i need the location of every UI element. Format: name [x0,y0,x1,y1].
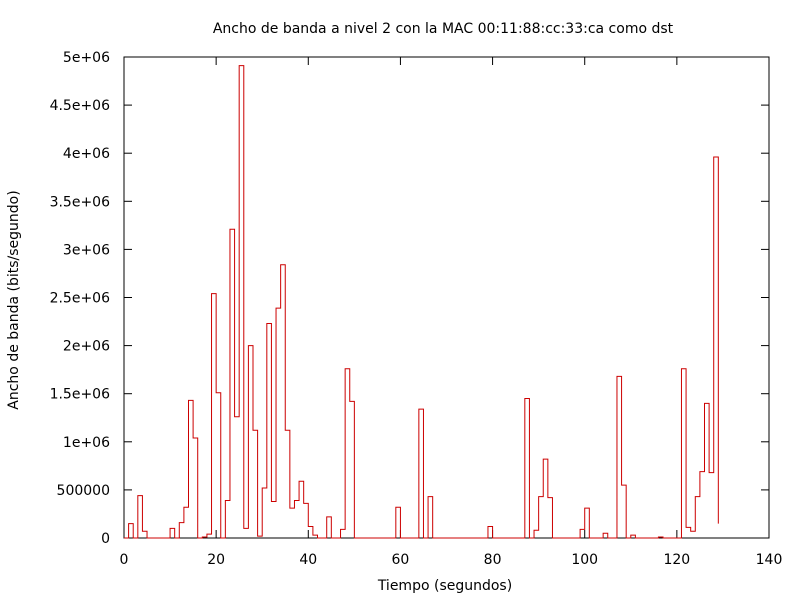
y-tick-label: 0 [101,531,110,547]
y-axis: 0 500000 1e+06 1.5e+06 2e+06 2.5e+06 3e+06 3.5e… [50,50,769,547]
y-tick-label: 3.5e+06 [50,194,111,210]
y-tick-label: 1e+06 [63,435,110,451]
y-tick-label: 5e+06 [63,50,110,66]
x-tick-label: 60 [392,552,410,568]
series-layer [124,65,719,539]
y-tick-label: 500000 [57,483,110,499]
y-tick-label: 2e+06 [63,339,110,355]
y-tick-label: 2.5e+06 [50,291,111,307]
y-tick-label: 1.5e+06 [50,387,111,403]
x-tick-label: 120 [663,552,690,568]
x-axis: 0 20 40 60 80 100 120 140 [120,57,783,568]
x-tick-label: 0 [120,552,129,568]
series-line [124,65,719,539]
x-tick-label: 40 [299,552,317,568]
chart-title: Ancho de banda a nivel 2 con la MAC 00:1… [213,21,674,37]
y-tick-label: 4e+06 [63,146,110,162]
y-tick-label: 4.5e+06 [50,98,111,114]
x-tick-label: 80 [484,552,502,568]
x-axis-label: Tiempo (segundos) [377,578,512,594]
y-tick-label: 3e+06 [63,242,110,258]
x-tick-label: 140 [756,552,783,568]
x-tick-label: 20 [207,552,225,568]
y-axis-label: Ancho de banda (bits/segundo) [6,190,22,409]
x-tick-label: 100 [571,552,598,568]
